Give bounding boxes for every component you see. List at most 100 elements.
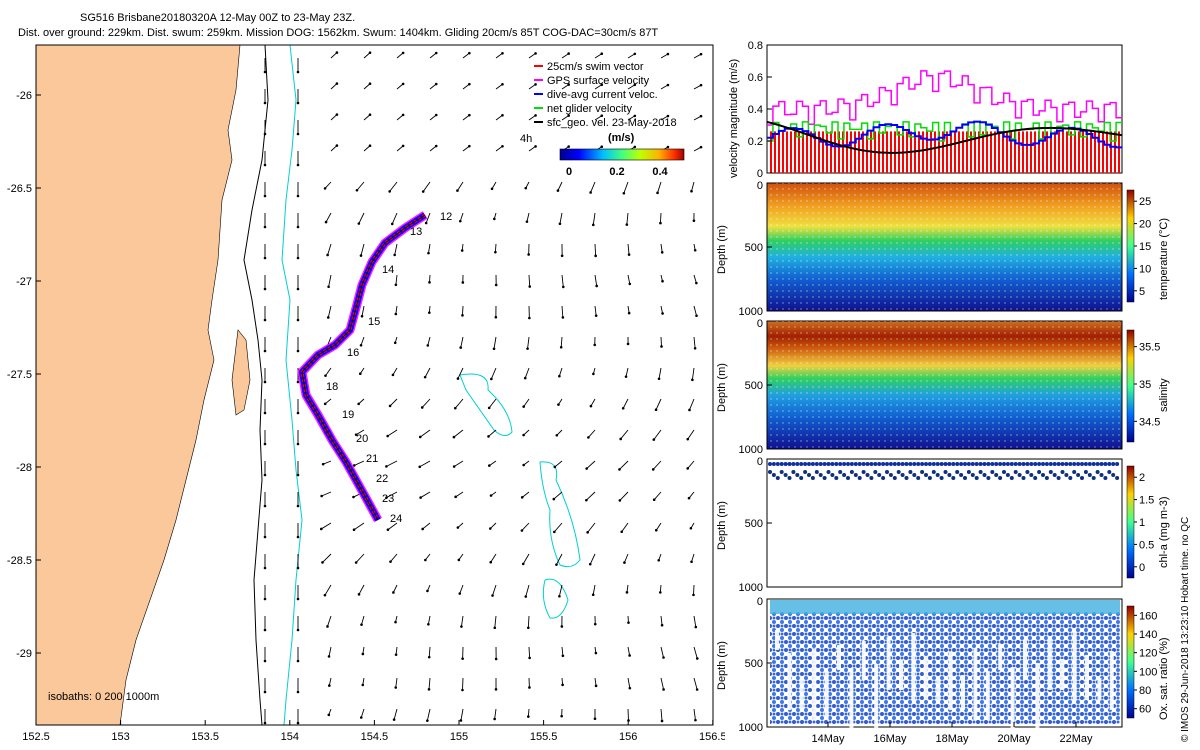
colorbar-tick-label: 120 bbox=[1139, 648, 1157, 660]
chla-sample bbox=[1076, 473, 1081, 477]
swim-velocity-bar bbox=[918, 131, 920, 173]
current-vector bbox=[330, 52, 338, 59]
current-vector-head bbox=[263, 597, 267, 601]
current-vector bbox=[627, 646, 631, 656]
current-vector-head bbox=[296, 256, 300, 260]
current-vector bbox=[594, 53, 602, 59]
chla-sample bbox=[912, 473, 917, 477]
current-vector bbox=[586, 491, 596, 501]
current-vector-head bbox=[385, 465, 388, 468]
chla-sample bbox=[986, 476, 991, 480]
current-vector-head bbox=[523, 376, 527, 380]
chla-sample bbox=[916, 462, 921, 466]
chla-sample bbox=[998, 476, 1003, 480]
current-vector bbox=[429, 52, 437, 59]
swim-velocity-bar bbox=[1094, 131, 1096, 173]
current-vector-head bbox=[392, 591, 395, 594]
chla-sample bbox=[1099, 473, 1104, 477]
chla-sample bbox=[1041, 473, 1045, 477]
map-xtick-label: 153.5 bbox=[191, 731, 219, 743]
current-vector-head bbox=[594, 684, 598, 688]
colorbar-tick-label: 25 bbox=[1139, 196, 1151, 208]
current-vector-head bbox=[624, 375, 628, 378]
swim-velocity-bar bbox=[778, 131, 780, 173]
current-vector bbox=[363, 52, 371, 59]
current-vector-head bbox=[452, 465, 456, 468]
map-xtick-label: 156 bbox=[619, 731, 637, 743]
chla-sample bbox=[904, 476, 909, 480]
oxygen-gap bbox=[961, 675, 965, 710]
current-vector-head bbox=[359, 254, 363, 257]
chla-sample bbox=[771, 462, 776, 466]
chla-sample bbox=[865, 462, 870, 466]
chla-sample bbox=[861, 462, 866, 466]
current-vector-head bbox=[394, 653, 398, 656]
current-vector-head bbox=[560, 254, 564, 258]
current-vector-head bbox=[527, 626, 530, 630]
current-vector-head bbox=[354, 433, 358, 436]
current-vector-head bbox=[360, 623, 363, 626]
colorbar-tick-label: 5 bbox=[1139, 286, 1145, 298]
current-vector bbox=[492, 584, 497, 596]
current-vector bbox=[361, 305, 365, 317]
swim-velocity-bar bbox=[1002, 131, 1004, 173]
track-day-label: 21 bbox=[366, 453, 378, 465]
chla-sample bbox=[1044, 476, 1049, 480]
current-vector-head bbox=[528, 656, 531, 660]
map-ytick-label: -27 bbox=[16, 276, 32, 288]
current-vector-head bbox=[555, 434, 559, 437]
track-day-label: 18 bbox=[326, 381, 338, 393]
current-vector bbox=[325, 212, 332, 223]
current-vector-head bbox=[522, 433, 525, 437]
chla-sample bbox=[908, 462, 913, 466]
current-vector-head bbox=[488, 527, 492, 530]
current-vector-head bbox=[593, 343, 597, 347]
map-xtick-label: 155 bbox=[450, 731, 468, 743]
chla-sample bbox=[1091, 462, 1096, 466]
chla-sample bbox=[1033, 476, 1038, 480]
current-vector-head bbox=[522, 405, 525, 408]
current-vector-head bbox=[461, 688, 464, 692]
swim-velocity-bar bbox=[998, 131, 1000, 173]
chla-sample bbox=[1095, 470, 1100, 474]
colorbar-tick-label: 0 bbox=[566, 166, 572, 178]
chla-sample bbox=[1029, 462, 1034, 466]
chla-sample bbox=[1107, 470, 1112, 474]
current-vector-head bbox=[591, 593, 595, 597]
current-vector bbox=[460, 336, 464, 348]
chla-sample bbox=[877, 473, 882, 477]
current-vector-head bbox=[633, 83, 637, 87]
current-vector-head bbox=[427, 251, 430, 255]
chla-sample bbox=[1072, 462, 1077, 466]
current-vector-head bbox=[263, 380, 267, 384]
current-vector bbox=[327, 243, 332, 256]
depth-ytick-label: 1000 bbox=[739, 722, 763, 734]
swim-velocity-bar bbox=[946, 131, 948, 173]
current-vector-head bbox=[434, 82, 438, 86]
current-vector bbox=[428, 646, 431, 658]
current-vector bbox=[594, 305, 597, 316]
chla-sample bbox=[982, 462, 987, 466]
current-vector bbox=[491, 181, 497, 190]
current-vector-head bbox=[692, 593, 695, 597]
legend-label: 25cm/s swim vector bbox=[547, 61, 644, 73]
current-vector bbox=[588, 429, 596, 438]
map-ytick-label: -28 bbox=[16, 462, 32, 474]
current-vector-head bbox=[690, 560, 693, 564]
current-vector bbox=[561, 84, 569, 90]
depth-ytick-label: 0 bbox=[757, 180, 763, 192]
oxygen-gap bbox=[1097, 678, 1102, 700]
oxygen-ylabel: Depth (m) bbox=[716, 641, 728, 690]
current-vector-head bbox=[386, 434, 389, 438]
current-vector bbox=[462, 677, 464, 691]
chla-sample bbox=[1052, 473, 1057, 477]
sfc-geo-velocity-series bbox=[766, 120, 1123, 154]
swim-velocity-bar bbox=[986, 131, 988, 173]
swim-velocity-bar bbox=[978, 131, 980, 173]
isobath-200m-shoal bbox=[459, 373, 513, 436]
current-vector-head bbox=[561, 683, 564, 687]
depth-ytick-label: 1000 bbox=[739, 306, 763, 318]
chla-sample bbox=[853, 462, 858, 466]
chla-sample bbox=[783, 462, 788, 466]
colorbar-tick-label: 1 bbox=[1139, 517, 1145, 529]
